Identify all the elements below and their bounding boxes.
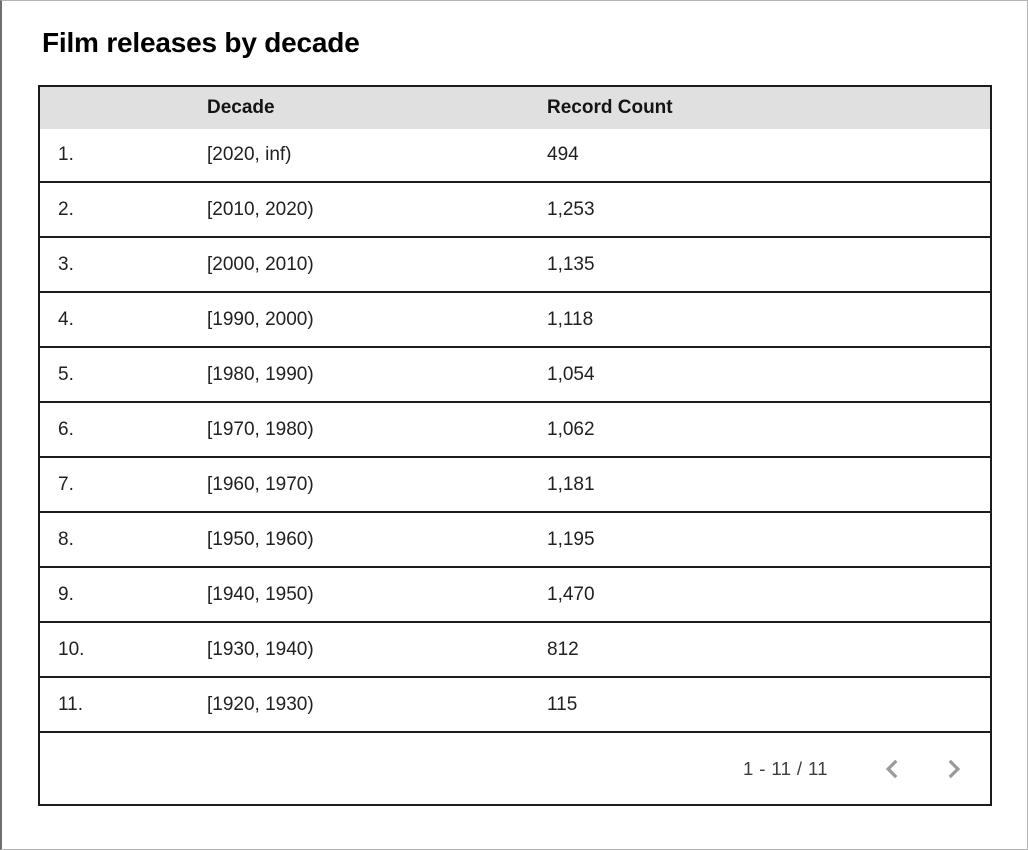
cell-index: 5. (58, 363, 74, 385)
film-releases-table: Decade Record Count 1. [2020, inf) 494 2. [2… (38, 85, 992, 806)
cell-count: 115 (547, 693, 578, 715)
chevron-left-icon (880, 756, 906, 782)
table-row: 3. [2000, 2010) 1,135 (40, 236, 990, 291)
table-row: 9. [1940, 1950) 1,470 (40, 566, 990, 621)
table-header-row: Decade Record Count (40, 87, 990, 129)
header-cell-decade[interactable]: Decade (207, 97, 275, 118)
cell-decade: [1990, 2000) (207, 308, 314, 330)
cell-index: 9. (58, 583, 74, 605)
cell-count: 494 (547, 144, 579, 165)
cell-index: 11. (58, 693, 84, 715)
cell-count: 1,253 (547, 198, 595, 220)
table-row: 6. [1970, 1980) 1,062 (40, 401, 990, 456)
page-title: Film releases by decade (42, 27, 360, 58)
header-cell-record-count[interactable]: Record Count (547, 97, 673, 118)
pagination-prev-button[interactable] (870, 746, 916, 792)
cell-count: 1,470 (547, 583, 595, 605)
cell-index: 1. (58, 144, 74, 165)
cell-index: 6. (58, 418, 74, 440)
chevron-right-icon (940, 756, 966, 782)
cell-decade: [2000, 2010) (207, 253, 314, 275)
cell-index: 3. (58, 253, 74, 275)
cell-count: 812 (547, 638, 579, 660)
table-row: 8. [1950, 1960) 1,195 (40, 511, 990, 566)
cell-count: 1,195 (547, 528, 595, 550)
table-row: 10. [1930, 1940) 812 (40, 621, 990, 676)
cell-index: 4. (58, 308, 74, 330)
cell-count: 1,054 (547, 363, 595, 385)
table-row: 7. [1960, 1970) 1,181 (40, 456, 990, 511)
cell-decade: [1940, 1950) (207, 583, 314, 605)
cell-count: 1,118 (547, 308, 594, 330)
pagination-next-button[interactable] (930, 746, 976, 792)
cell-decade: [2010, 2020) (207, 198, 314, 220)
cell-decade: [1980, 1990) (207, 363, 314, 385)
table-row: 5. [1980, 1990) 1,054 (40, 346, 990, 401)
cell-count: 1,062 (547, 418, 595, 440)
cell-count: 1,181 (547, 473, 595, 495)
cell-count: 1,135 (547, 253, 595, 275)
cell-decade: [1920, 1930) (207, 693, 314, 715)
table-row: 4. [1990, 2000) 1,118 (40, 291, 990, 346)
table-row: 2. [2010, 2020) 1,253 (40, 181, 990, 236)
cell-decade: [1930, 1940) (207, 638, 314, 660)
cell-index: 7. (58, 473, 74, 495)
table-row: 11. [1920, 1930) 115 (40, 676, 990, 731)
cell-index: 10. (58, 638, 85, 660)
cell-decade: [1950, 1960) (207, 528, 314, 550)
cell-index: 8. (58, 528, 74, 550)
cell-decade: [1960, 1970) (207, 473, 314, 495)
table-footer: 1 - 11 / 11 (40, 731, 990, 804)
cell-decade: [1970, 1980) (207, 418, 314, 440)
table-row: 1. [2020, inf) 494 (40, 129, 990, 181)
table-body: 1. [2020, inf) 494 2. [2010, 2020) 1,253 3. [20… (40, 129, 990, 731)
cell-index: 2. (58, 198, 74, 220)
cell-decade: [2020, inf) (207, 144, 292, 165)
pagination-range: 1 - 11 / 11 (743, 757, 828, 779)
